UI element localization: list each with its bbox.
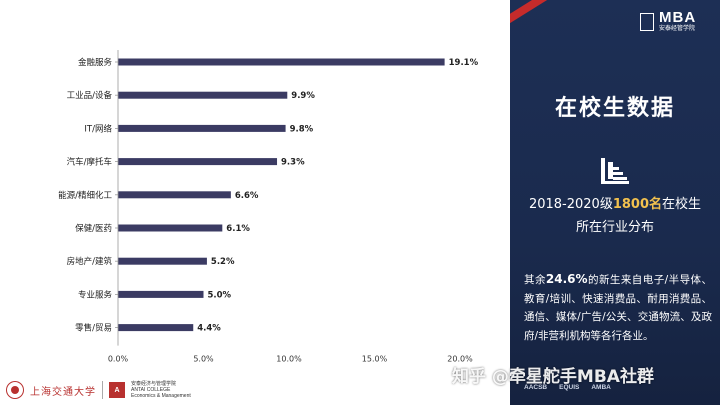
red-stripe-small — [510, 0, 564, 27]
value-label: 19.1% — [449, 58, 479, 68]
headline-line2: 所在行业分布 — [575, 220, 654, 235]
accreditation-logos: AACSB EQUIS AMBA — [524, 384, 611, 391]
body-percentage: 24.6% — [545, 272, 588, 286]
bar — [118, 324, 194, 332]
bar — [118, 290, 204, 298]
antai-en: ANTAI COLLEGE — [131, 387, 171, 393]
category-label: 零售/贸易 — [75, 323, 112, 334]
category-label: IT/网络 — [84, 123, 112, 134]
footer-divider — [102, 381, 103, 399]
category-label: 能源/精细化工 — [58, 190, 112, 201]
mba-logo-text: MBA 安泰经管学院 — [659, 10, 696, 33]
headline-pre: 2018-2020级 — [528, 197, 613, 212]
red-stripe — [510, 0, 605, 2]
footer-logos: 上海交通大学 A 安泰经济与管理学院 ANTAI COLLEGE Economi… — [6, 378, 191, 402]
industry-bar-chart: 金融服务 19.1% 工业品/设备 9.9% IT/网络 9.8% 汽车/摩托车 9.3% 能源… — [58, 50, 479, 364]
bar — [118, 58, 445, 66]
category-label: 专业服务 — [78, 289, 113, 300]
x-tick-label: 20.0% — [447, 355, 473, 364]
mba-logo-icon — [640, 12, 654, 31]
value-label: 9.8% — [290, 124, 314, 134]
x-tick-label: 5.0% — [193, 355, 214, 364]
body-pre: 其余 — [524, 274, 546, 286]
antai-en-sub: Economics & Management — [131, 393, 191, 399]
panel-headline: 2018-2020级1800名在校生 所在行业分布 — [518, 193, 712, 239]
body-text: 的新生来自电子/半导体、教育/培训、快速消费品、耐用消费品、通信、媒体/广告/公… — [524, 274, 712, 342]
x-tick-label: 15.0% — [362, 355, 388, 364]
category-label: 房地产/建筑 — [67, 256, 113, 267]
category-label: 保健/医药 — [75, 223, 112, 234]
category-label: 汽车/摩托车 — [67, 157, 112, 168]
bar — [118, 257, 207, 265]
headline-number: 1800名 — [612, 197, 663, 212]
value-label: 6.1% — [226, 224, 250, 234]
bar — [118, 224, 223, 232]
university-seal-icon — [6, 381, 24, 399]
category-label: 工业品/设备 — [67, 90, 113, 101]
mba-logo-sub: 安泰经管学院 — [659, 25, 696, 32]
category-label: 金融服务 — [78, 57, 113, 68]
bar-chart-icon — [601, 158, 629, 184]
bar — [118, 91, 288, 99]
accreditation-aacsb: AACSB — [524, 384, 548, 391]
value-label: 9.9% — [291, 91, 315, 101]
headline-post: 在校生 — [662, 197, 702, 212]
university-name: 上海交通大学 — [30, 386, 96, 398]
value-label: 6.6% — [235, 191, 259, 201]
antai-text: 安泰经济与管理学院 ANTAI COLLEGE Economics & Mana… — [131, 381, 191, 399]
side-panel: MBA 安泰经管学院 在校生数据 2018-2020级1800名在校生 所在行业… — [510, 0, 720, 405]
antai-logo-icon: A — [109, 382, 125, 398]
value-label: 5.2% — [211, 257, 235, 267]
bar — [118, 158, 278, 166]
x-tick-label: 0.0% — [108, 355, 129, 364]
antai-name: 安泰经济与管理学院 — [131, 381, 177, 387]
value-label: 4.4% — [197, 324, 221, 334]
value-label: 5.0% — [208, 290, 232, 300]
mba-logo: MBA 安泰经管学院 — [640, 10, 696, 33]
panel-title: 在校生数据 — [554, 96, 675, 121]
watermark: 知乎 @牵星舵手MBA社群 — [452, 367, 654, 387]
value-label: 9.3% — [281, 158, 305, 168]
chart-area: 金融服务 19.1% 工业品/设备 9.9% IT/网络 9.8% 汽车/摩托车 9.3% 能源… — [0, 0, 510, 405]
bar — [118, 191, 231, 199]
bar — [118, 124, 286, 132]
accreditation-amba: AMBA — [591, 384, 611, 391]
panel-body: 其余24.6%的新生来自电子/半导体、教育/培训、快速消费品、耐用消费品、通信、… — [524, 270, 712, 345]
accreditation-equis: EQUIS — [559, 384, 580, 391]
x-tick-label: 10.0% — [276, 355, 302, 364]
mba-logo-label: MBA — [659, 9, 697, 26]
